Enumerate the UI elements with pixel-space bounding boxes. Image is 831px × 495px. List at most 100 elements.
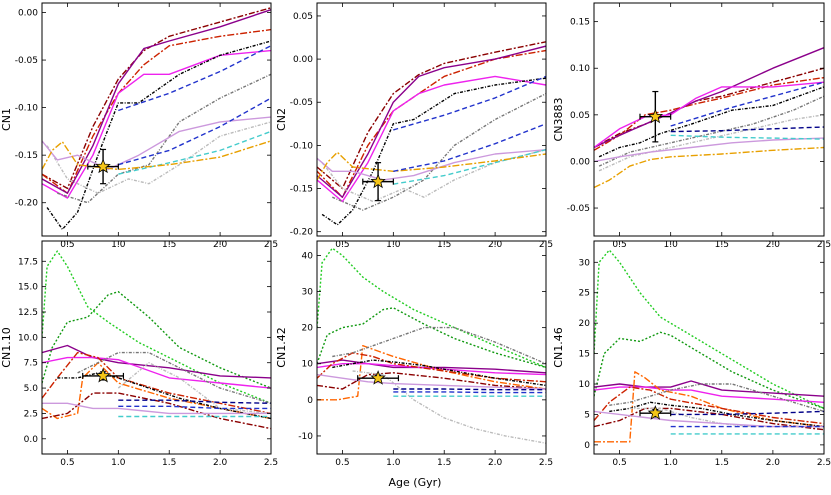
x-tick-label: 2.5 bbox=[539, 458, 553, 468]
series-line-7 bbox=[317, 372, 546, 390]
series-line-5 bbox=[598, 86, 824, 158]
series-line-7 bbox=[594, 407, 824, 431]
y-tick-label: -0.05 bbox=[15, 56, 38, 66]
observation-point bbox=[82, 367, 125, 383]
x-tick-label: 2.0 bbox=[488, 458, 503, 468]
series-line-9 bbox=[77, 351, 271, 404]
panel-6: 0.5 1.0 1.5 2.0 2.5 0 5 10 15 20 25 30 CN1.46 bbox=[552, 240, 831, 468]
series-line-12 bbox=[393, 388, 546, 391]
y-tick-label: 0.0 bbox=[24, 435, 39, 445]
x-tick-label: 0.5 bbox=[612, 458, 626, 468]
series-line-11 bbox=[594, 410, 824, 428]
y-tick-label: 0.15 bbox=[570, 18, 590, 28]
y-tick-label: 0.00 bbox=[293, 55, 313, 65]
y-axis-label: CN1.46 bbox=[552, 327, 565, 367]
y-tick-label: 0.05 bbox=[293, 12, 313, 22]
x-tick-label: 1.5 bbox=[715, 458, 729, 468]
series-group bbox=[317, 41, 546, 226]
star-marker bbox=[95, 367, 111, 383]
x-tick-label: 0.5 bbox=[60, 458, 74, 468]
series-group bbox=[594, 249, 824, 443]
y-axis-label: CN1.10 bbox=[0, 327, 13, 367]
y-tick-label: 10 bbox=[579, 380, 591, 390]
x-axis-label: Age (Gyr) bbox=[389, 476, 442, 489]
series-line-10 bbox=[118, 130, 271, 175]
y-tick-label: 12.5 bbox=[18, 308, 38, 318]
series-group bbox=[317, 247, 546, 444]
x-tick-label: 2.5 bbox=[817, 458, 831, 468]
axes-frame bbox=[316, 240, 547, 455]
y-tick-label: 17.5 bbox=[18, 257, 38, 267]
y-tick-label: 2.5 bbox=[24, 409, 38, 419]
series-line-8 bbox=[609, 401, 824, 428]
series-line-4 bbox=[594, 386, 824, 403]
y-axis-label: CN2 bbox=[275, 108, 288, 131]
series-line-13 bbox=[118, 405, 271, 410]
series-line-8 bbox=[46, 121, 271, 194]
series-line-12 bbox=[118, 399, 271, 404]
panel-1: 0.5 1.0 1.5 2.0 2.5-0.20-0.15-0.10-0.050.00C… bbox=[0, 2, 278, 250]
y-tick-label: 15.0 bbox=[18, 283, 38, 293]
axes-frame bbox=[41, 2, 272, 237]
y-tick-label: 30 bbox=[579, 258, 591, 268]
series-line-2 bbox=[594, 331, 824, 410]
series-line-5 bbox=[594, 371, 824, 443]
series-line-6 bbox=[393, 75, 546, 131]
star-marker bbox=[647, 108, 664, 124]
y-tick-label: -0.10 bbox=[15, 104, 39, 114]
series-line-12 bbox=[118, 97, 271, 166]
y-axis-label: CN1.42 bbox=[275, 327, 288, 367]
star-marker bbox=[647, 405, 664, 420]
series-line-10 bbox=[352, 370, 546, 444]
panel-5: 0.5 1.0 1.5 2.0 2.5 -10 0 10 20 30 40 CN1.42 bbox=[275, 240, 553, 468]
y-tick-label: 0.10 bbox=[570, 64, 590, 74]
series-group bbox=[42, 7, 271, 231]
y-tick-label: 5.0 bbox=[24, 384, 39, 394]
y-tick-label: -0.05 bbox=[290, 98, 313, 108]
series-line-13 bbox=[393, 391, 546, 394]
y-tick-label: 0 bbox=[584, 441, 590, 451]
observation-point bbox=[639, 405, 672, 420]
series-line-4 bbox=[317, 363, 546, 376]
y-tick-label: 20 bbox=[302, 324, 314, 334]
series-line-1 bbox=[594, 67, 824, 149]
axes-frame bbox=[316, 2, 547, 237]
y-tick-label: 0.00 bbox=[18, 9, 38, 19]
series-line-3 bbox=[42, 9, 271, 194]
series-line-7 bbox=[332, 92, 546, 211]
series-line-11 bbox=[317, 151, 546, 181]
series-line-12 bbox=[393, 123, 546, 172]
y-tick-label: 40 bbox=[302, 251, 314, 261]
series-line-5 bbox=[321, 77, 546, 226]
series-line-8 bbox=[321, 149, 546, 203]
x-tick-label: 1.0 bbox=[386, 458, 401, 468]
series-line-9 bbox=[42, 116, 271, 171]
series-line-6 bbox=[594, 386, 824, 425]
series-line-4 bbox=[42, 356, 271, 389]
series-line-5 bbox=[46, 40, 271, 231]
x-tick-label: 2.5 bbox=[264, 458, 278, 468]
series-line-12 bbox=[670, 126, 824, 133]
series-line-6 bbox=[670, 81, 824, 127]
axes-frame bbox=[41, 240, 272, 455]
series-line-1 bbox=[317, 247, 546, 369]
series-line-2 bbox=[42, 291, 271, 389]
y-axis-label: CN3883 bbox=[552, 98, 565, 142]
series-line-9 bbox=[609, 383, 824, 413]
series-line-3 bbox=[317, 359, 546, 374]
series-line-12 bbox=[670, 410, 824, 416]
series-line-3 bbox=[594, 380, 824, 397]
panel-4: 0.5 1.0 1.5 2.0 2.5 0.0 2.5 5.0 7.5 10.0 12.5 15.0 1… bbox=[0, 240, 278, 468]
series-line-10 bbox=[117, 362, 271, 415]
y-tick-label: -0.20 bbox=[15, 199, 39, 209]
x-tick-label: 1.5 bbox=[162, 458, 176, 468]
series-line-7 bbox=[42, 392, 271, 430]
y-tick-label: -0.10 bbox=[290, 141, 314, 151]
y-tick-label: 0.00 bbox=[570, 157, 590, 167]
y-tick-label: 7.5 bbox=[24, 359, 38, 369]
y-tick-label: -0.20 bbox=[290, 228, 314, 238]
series-line-8 bbox=[332, 359, 546, 387]
observation-point bbox=[357, 370, 400, 385]
y-tick-label: -0.15 bbox=[290, 185, 313, 195]
star-marker bbox=[95, 158, 111, 174]
